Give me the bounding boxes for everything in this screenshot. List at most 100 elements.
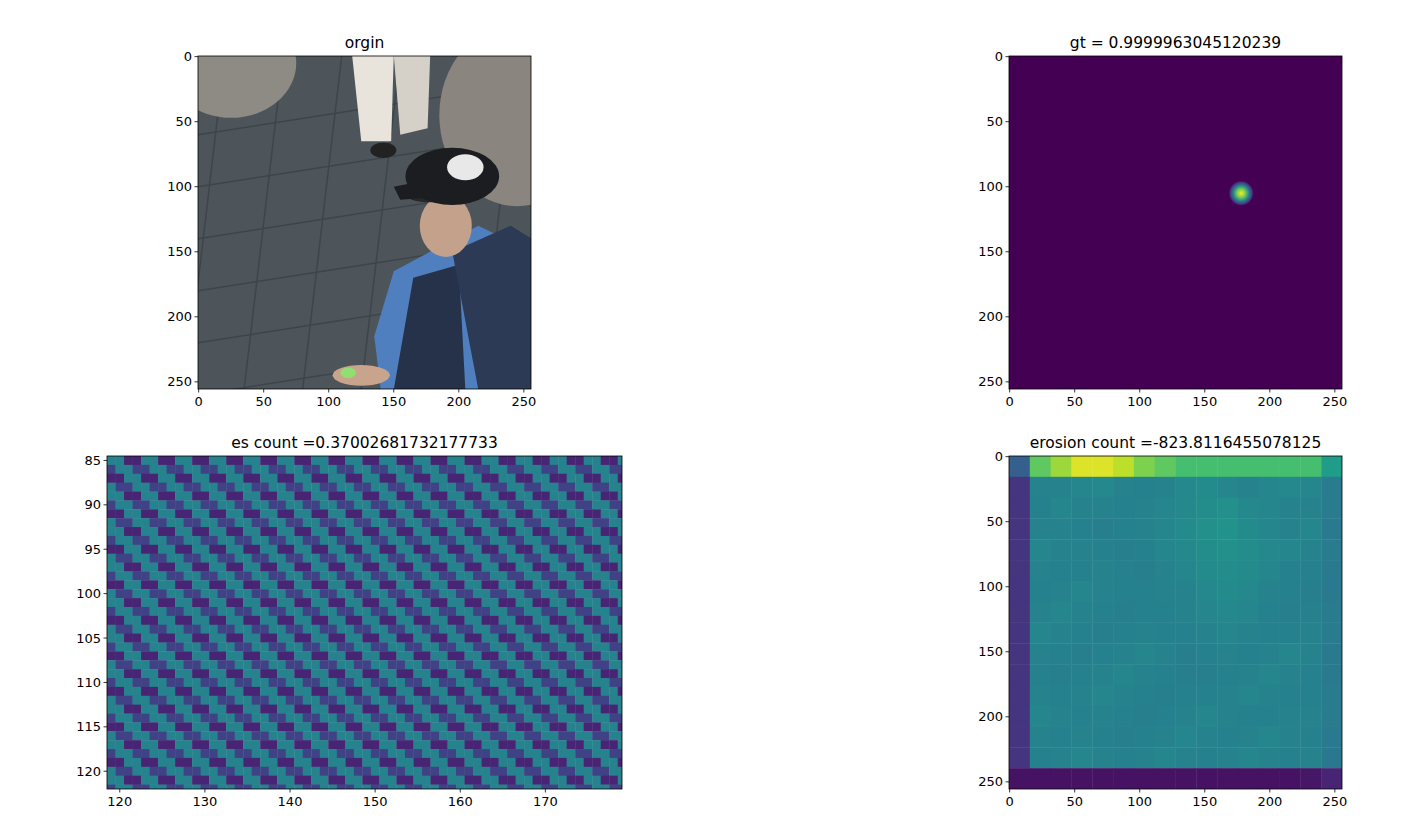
heatmap-cell — [141, 465, 150, 474]
heatmap-cell — [592, 554, 601, 563]
heatmap-cell — [116, 580, 125, 589]
heatmap-cell — [235, 651, 244, 660]
heatmap-cell — [328, 616, 337, 625]
heatmap-cell — [158, 714, 167, 723]
heatmap-cell — [533, 465, 542, 474]
heatmap-cell — [192, 509, 201, 518]
heatmap-cell — [362, 571, 371, 580]
heatmap-cell — [294, 492, 303, 501]
heatmap-cell — [524, 563, 533, 572]
heatmap-cell — [150, 669, 159, 678]
heatmap-cell — [260, 589, 269, 598]
heatmap-cell — [482, 705, 491, 714]
heatmap-cell — [405, 616, 414, 625]
heatmap-cell — [124, 651, 133, 660]
heatmap-cell — [345, 545, 354, 554]
heatmap-cell — [490, 580, 499, 589]
heatmap-cell — [337, 518, 346, 527]
heatmap-cell — [362, 509, 371, 518]
heatmap-cell — [107, 563, 116, 572]
heatmap-cell — [252, 518, 261, 527]
heatmap-cell — [379, 651, 388, 660]
plot-area — [198, 56, 531, 389]
heatmap-cell — [252, 589, 261, 598]
heatmap-cell — [218, 518, 227, 527]
heatmap-cell — [473, 563, 482, 572]
heatmap-cell — [575, 598, 584, 607]
heatmap-cell — [371, 509, 380, 518]
heatmap-cell — [107, 554, 116, 563]
heatmap-cell — [277, 456, 286, 465]
heatmap-cell — [235, 518, 244, 527]
heatmap-cell — [575, 669, 584, 678]
heatmap-cell — [124, 492, 133, 501]
heatmap-cell — [388, 527, 397, 536]
heatmap-cell — [465, 474, 474, 483]
heatmap-cell — [541, 642, 550, 651]
heatmap-cell — [558, 554, 567, 563]
heatmap-cell — [456, 705, 465, 714]
heatmap-cell — [396, 616, 405, 625]
heatmap-cell — [226, 580, 235, 589]
heatmap-cell — [592, 527, 601, 536]
heatmap-cell — [499, 705, 508, 714]
heatmap-cell — [235, 545, 244, 554]
heatmap-cell — [507, 598, 516, 607]
heatmap-cell — [311, 669, 320, 678]
heatmap-cell — [184, 527, 193, 536]
heatmap-cell — [286, 536, 295, 545]
heatmap-cell — [388, 642, 397, 651]
heatmap-cell — [124, 580, 133, 589]
heatmap-cell — [167, 607, 176, 616]
heatmap-cell — [507, 625, 516, 634]
heatmap-cell — [396, 625, 405, 634]
heatmap-cell — [294, 518, 303, 527]
heatmap-cell — [396, 545, 405, 554]
heatmap-cell — [592, 678, 601, 687]
heatmap-cell — [328, 607, 337, 616]
heatmap-cell — [584, 607, 593, 616]
heatmap-cell — [618, 705, 622, 714]
heatmap-cell — [422, 527, 431, 536]
heatmap-cell — [388, 625, 397, 634]
heatmap-cell — [150, 714, 159, 723]
heatmap-cell — [133, 669, 142, 678]
heatmap-cell — [447, 563, 456, 572]
heatmap-cell — [218, 616, 227, 625]
heatmap-cell — [388, 500, 397, 509]
heatmap-cell — [371, 616, 380, 625]
heatmap-cell — [167, 563, 176, 572]
heatmap-cell — [175, 616, 184, 625]
heatmap-cell — [473, 589, 482, 598]
heatmap-cell — [167, 554, 176, 563]
heatmap-cell — [499, 696, 508, 705]
heatmap-cell — [396, 527, 405, 536]
heatmap-cell — [507, 554, 516, 563]
heatmap-cell — [362, 678, 371, 687]
heatmap-cell — [260, 705, 269, 714]
heatmap-cell — [362, 554, 371, 563]
heatmap-cell — [592, 563, 601, 572]
heatmap-cell — [490, 483, 499, 492]
heatmap-cell — [567, 563, 576, 572]
heatmap-cell — [354, 509, 363, 518]
heatmap-cell — [345, 536, 354, 545]
heatmap-cell — [362, 660, 371, 669]
heatmap-cell — [371, 500, 380, 509]
heatmap-cell — [362, 580, 371, 589]
heatmap-cell — [277, 616, 286, 625]
heatmap-cell — [116, 465, 125, 474]
heatmap-cell — [473, 616, 482, 625]
heatmap-cell — [490, 589, 499, 598]
heatmap-cell — [192, 571, 201, 580]
heatmap-cell — [260, 714, 269, 723]
heatmap-cell — [252, 696, 261, 705]
heatmap-cell — [422, 651, 431, 660]
heatmap-cell — [252, 580, 261, 589]
heatmap-cell — [320, 634, 329, 643]
heatmap-cell — [243, 563, 252, 572]
heatmap-cell — [277, 571, 286, 580]
heatmap-cell — [311, 642, 320, 651]
heatmap-cell — [133, 509, 142, 518]
heatmap-cell — [379, 545, 388, 554]
